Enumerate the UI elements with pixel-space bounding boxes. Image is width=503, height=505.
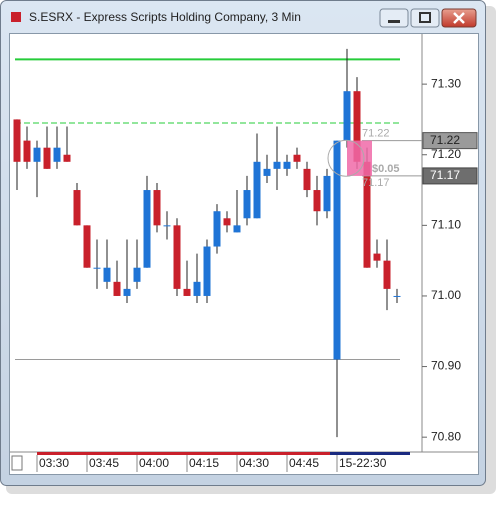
price-box — [422, 132, 478, 150]
candle-body — [263, 168, 271, 176]
order-spread-label: $0.05 — [372, 163, 400, 175]
chart-area — [9, 33, 479, 475]
candle-body — [343, 91, 351, 141]
candle-body — [253, 161, 261, 219]
window-title: S.ESRX - Express Scripts Holding Company… — [29, 10, 301, 24]
checkbox[interactable] — [11, 455, 23, 471]
candle-body — [323, 175, 331, 212]
candle-body — [63, 154, 71, 162]
y-tick-label: 71.20 — [431, 147, 461, 161]
y-tick-label: 71.30 — [431, 76, 461, 90]
candle-body — [383, 260, 391, 289]
candle-body — [193, 281, 201, 296]
session-bar — [37, 452, 330, 455]
y-tick-label: 70.90 — [431, 359, 461, 373]
candle-body — [33, 147, 41, 162]
candle-body — [13, 119, 21, 162]
close-icon — [453, 12, 465, 24]
minimize-button[interactable] — [379, 8, 409, 28]
order-low-label: 71.17 — [362, 177, 390, 189]
maximize-button[interactable] — [410, 8, 440, 28]
candle-body — [213, 211, 221, 247]
candle-body — [273, 161, 281, 169]
order-handle — [327, 139, 365, 177]
order-high-label: 71.22 — [362, 128, 390, 140]
candle-body — [43, 147, 51, 169]
maximize-icon — [419, 12, 431, 23]
candle-body — [123, 288, 131, 296]
candle-body — [203, 246, 211, 296]
candle-body — [283, 161, 291, 169]
x-tick-label: 04:45 — [289, 456, 319, 470]
y-tick-label: 71.10 — [431, 218, 461, 232]
x-tick-label: 04:00 — [139, 456, 169, 470]
candle-body — [353, 91, 361, 162]
candle-body — [173, 225, 181, 289]
x-tick-label: 15-22:30 — [339, 456, 387, 470]
candle-body — [333, 140, 341, 360]
candle-body — [73, 190, 81, 226]
candle-body — [363, 161, 371, 268]
candle-body — [373, 253, 381, 261]
candle-body — [113, 281, 121, 296]
candle-body — [153, 190, 161, 226]
candle-body — [133, 267, 141, 282]
candle-body — [163, 225, 171, 227]
candle-body — [103, 267, 111, 282]
x-tick-label: 04:15 — [189, 456, 219, 470]
price-box — [422, 167, 478, 185]
session-bar — [330, 452, 410, 455]
candle-body — [303, 168, 311, 191]
candle-body — [243, 190, 251, 219]
price-box-label: 71.22 — [430, 133, 460, 147]
x-tick-label: 03:45 — [89, 456, 119, 470]
candle-body — [23, 140, 31, 162]
x-tick-label: 04:30 — [239, 456, 269, 470]
candle-body — [293, 154, 301, 162]
x-tick-label: 03:30 — [39, 456, 69, 470]
candle-body — [393, 295, 401, 297]
y-tick-label: 70.80 — [431, 429, 461, 443]
app-icon — [11, 12, 21, 22]
candle-body — [83, 225, 91, 268]
candle-body — [233, 225, 241, 233]
candle-body — [313, 190, 321, 212]
candle-body — [223, 218, 231, 226]
price-box-label: 71.17 — [430, 168, 460, 182]
candle-body — [93, 267, 101, 269]
y-tick-label: 71.00 — [431, 288, 461, 302]
candle-body — [183, 288, 191, 296]
minimize-icon — [388, 20, 400, 23]
candle-body — [143, 190, 151, 268]
candle-body — [53, 147, 61, 162]
